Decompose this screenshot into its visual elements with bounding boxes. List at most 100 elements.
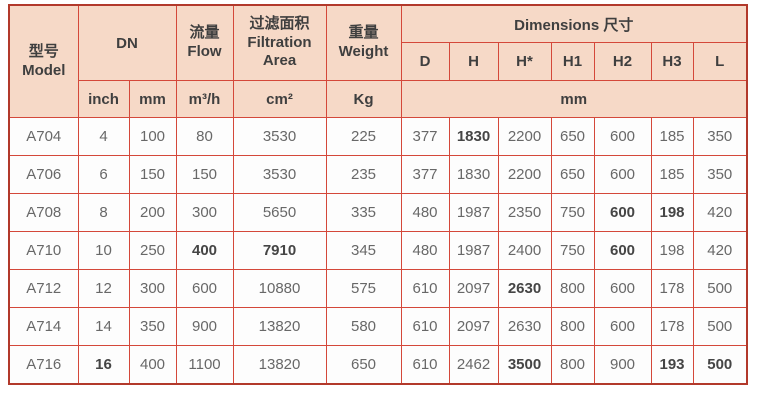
header-dim-d: D bbox=[400, 42, 450, 81]
value-cell: 7910 bbox=[232, 231, 327, 270]
header-dim-h2: H2 bbox=[593, 42, 652, 81]
value-cell: 1987 bbox=[448, 193, 499, 232]
value-cell: 600 bbox=[175, 269, 234, 308]
value-cell: 750 bbox=[550, 193, 595, 232]
value-cell: 377 bbox=[400, 117, 450, 156]
model-cell: A706 bbox=[8, 155, 79, 194]
value-cell: 80 bbox=[175, 117, 234, 156]
value-cell: 900 bbox=[175, 307, 234, 346]
value-cell: 300 bbox=[175, 193, 234, 232]
value-cell: 480 bbox=[400, 193, 450, 232]
unit-inch: inch bbox=[77, 80, 130, 118]
value-cell: 300 bbox=[128, 269, 177, 308]
header-flow-zh: 流量 bbox=[189, 24, 220, 42]
spec-table-container: 型号 Model DN 流量 Flow 过滤面积 Filtration Area… bbox=[8, 4, 749, 385]
value-cell: 420 bbox=[692, 231, 748, 270]
value-cell: 600 bbox=[593, 307, 652, 346]
value-cell: 800 bbox=[550, 307, 595, 346]
value-cell: 580 bbox=[325, 307, 402, 346]
value-cell: 8 bbox=[77, 193, 130, 232]
value-cell: 5650 bbox=[232, 193, 327, 232]
header-dimensions: Dimensions 尺寸 bbox=[400, 4, 748, 43]
value-cell: 345 bbox=[325, 231, 402, 270]
header-dim-h3: H3 bbox=[650, 42, 694, 81]
header-filtration-en-2: Area bbox=[262, 52, 297, 70]
unit-flow: m³/h bbox=[175, 80, 234, 118]
value-cell: 377 bbox=[400, 155, 450, 194]
table-row: A706 6 150 150 3530 235 377 1830 2200 650 600 185 35… bbox=[8, 155, 748, 194]
value-cell: 2097 bbox=[448, 269, 499, 308]
value-cell: 193 bbox=[650, 345, 694, 385]
unit-dimensions-mm: mm bbox=[400, 80, 748, 118]
value-cell: 350 bbox=[128, 307, 177, 346]
value-cell: 200 bbox=[128, 193, 177, 232]
value-cell: 500 bbox=[692, 345, 748, 385]
model-cell: A712 bbox=[8, 269, 79, 308]
value-cell: 1830 bbox=[448, 117, 499, 156]
header-flow-en: Flow bbox=[187, 43, 222, 60]
value-cell: 178 bbox=[650, 269, 694, 308]
value-cell: 350 bbox=[692, 117, 748, 156]
header-filtration-zh: 过滤面积 bbox=[249, 14, 310, 32]
table-row: A714 14 350 900 13820 580 610 2097 2630 800 600 178… bbox=[8, 307, 748, 346]
model-cell: A708 bbox=[8, 193, 79, 232]
value-cell: 13820 bbox=[232, 345, 327, 385]
value-cell: 610 bbox=[400, 307, 450, 346]
header-filtration-en-1: Filtration bbox=[247, 33, 312, 51]
value-cell: 1987 bbox=[448, 231, 499, 270]
table-row: A704 4 100 80 3530 225 377 1830 2200 650 600 185 350 bbox=[8, 117, 748, 156]
header-row-2: D H H* H1 H2 H3 L bbox=[9, 42, 748, 81]
value-cell: 235 bbox=[325, 155, 402, 194]
header-dim-l: L bbox=[692, 42, 748, 81]
header-filtration-area: 过滤面积 Filtration Area bbox=[232, 4, 327, 81]
header-model: 型号 Model bbox=[8, 4, 79, 118]
value-cell: 178 bbox=[650, 307, 694, 346]
value-cell: 480 bbox=[400, 231, 450, 270]
value-cell: 12 bbox=[77, 269, 130, 308]
value-cell: 600 bbox=[593, 231, 652, 270]
value-cell: 600 bbox=[593, 193, 652, 232]
value-cell: 500 bbox=[692, 269, 748, 308]
header-weight-zh: 重量 bbox=[348, 24, 379, 42]
filter-specification-table: 型号 Model DN 流量 Flow 过滤面积 Filtration Area… bbox=[8, 4, 749, 385]
value-cell: 250 bbox=[128, 231, 177, 270]
value-cell: 3500 bbox=[497, 345, 552, 385]
unit-area: cm² bbox=[232, 80, 327, 118]
value-cell: 185 bbox=[650, 155, 694, 194]
value-cell: 575 bbox=[325, 269, 402, 308]
value-cell: 420 bbox=[692, 193, 748, 232]
value-cell: 225 bbox=[325, 117, 402, 156]
table-body: A704 4 100 80 3530 225 377 1830 2200 650 600 185 350… bbox=[8, 117, 748, 385]
unit-mm: mm bbox=[128, 80, 177, 118]
value-cell: 13820 bbox=[232, 307, 327, 346]
value-cell: 500 bbox=[692, 307, 748, 346]
header-weight-en: Weight bbox=[338, 43, 389, 60]
header-dim-h: H bbox=[448, 42, 499, 81]
unit-weight: Kg bbox=[325, 80, 402, 118]
value-cell: 400 bbox=[128, 345, 177, 385]
value-cell: 16 bbox=[77, 345, 130, 385]
value-cell: 198 bbox=[650, 193, 694, 232]
value-cell: 2630 bbox=[497, 269, 552, 308]
value-cell: 350 bbox=[692, 155, 748, 194]
header-flow: 流量 Flow bbox=[175, 4, 234, 81]
value-cell: 600 bbox=[593, 269, 652, 308]
value-cell: 400 bbox=[175, 231, 234, 270]
value-cell: 610 bbox=[400, 269, 450, 308]
value-cell: 800 bbox=[550, 345, 595, 385]
value-cell: 650 bbox=[325, 345, 402, 385]
value-cell: 14 bbox=[77, 307, 130, 346]
value-cell: 6 bbox=[77, 155, 130, 194]
value-cell: 650 bbox=[550, 155, 595, 194]
value-cell: 610 bbox=[400, 345, 450, 385]
header-weight: 重量 Weight bbox=[325, 4, 402, 81]
value-cell: 3530 bbox=[232, 117, 327, 156]
value-cell: 1100 bbox=[175, 345, 234, 385]
model-cell: A704 bbox=[8, 117, 79, 156]
header-dim-hstar: H* bbox=[497, 42, 552, 81]
header-model-en: Model bbox=[22, 61, 66, 79]
value-cell: 185 bbox=[650, 117, 694, 156]
table-header: 型号 Model DN 流量 Flow 过滤面积 Filtration Area… bbox=[8, 4, 748, 118]
value-cell: 2200 bbox=[497, 117, 552, 156]
value-cell: 900 bbox=[593, 345, 652, 385]
